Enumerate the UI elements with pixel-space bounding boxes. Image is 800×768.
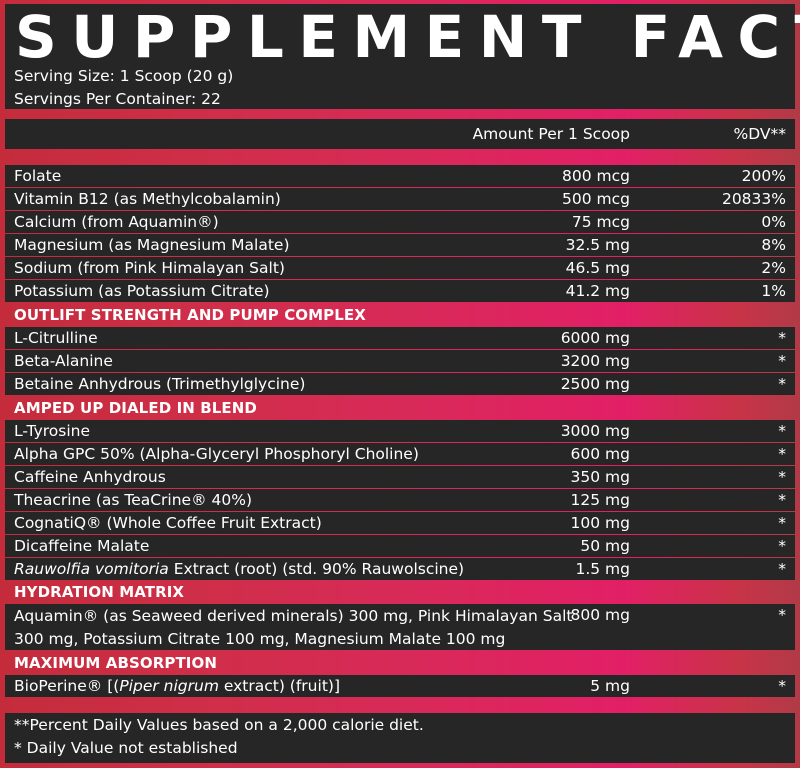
ingredient-name: Beta-Alanine (14, 352, 113, 370)
ingredient-row-betaine: Betaine Anhydrous (Trimethylglycine) 250… (5, 373, 795, 395)
ingredient-amount: 3000 mg (560, 422, 630, 440)
ingredient-dv: * (778, 352, 786, 370)
nutrient-name: Sodium (from Pink Himalayan Salt) (14, 259, 285, 277)
ingredient-name: Dicaffeine Malate (14, 537, 150, 555)
nutrient-amount: 41.2 mg (565, 282, 630, 300)
ingredient-amount: 5 mg (590, 677, 630, 695)
ingredient-row-rauwolfia: Rauwolfia vomitoria Extract (root) (std.… (5, 558, 795, 580)
ingredient-name: Rauwolfia vomitoria Extract (root) (std.… (14, 559, 464, 579)
ingredient-row-dicaffeine-malate: Dicaffeine Malate 50 mg * (5, 535, 795, 557)
ingredient-name: Betaine Anhydrous (Trimethylglycine) (14, 375, 306, 393)
amount-column-header: Amount Per 1 Scoop (472, 125, 630, 143)
ingredient-amount: 100 mg (570, 514, 630, 532)
ingredient-name: L-Citrulline (14, 329, 98, 347)
nutrient-name: Folate (14, 167, 62, 185)
nutrient-row-magnesium: Magnesium (as Magnesium Malate) 32.5 mg … (5, 234, 795, 256)
section-header-hydration: HYDRATION MATRIX (14, 583, 185, 601)
section-header-amped: AMPED UP DIALED IN BLEND (14, 399, 257, 417)
ingredient-dv: * (778, 537, 786, 555)
ingredient-name-pre: BioPerine® [( (14, 677, 120, 695)
ingredient-amount: 6000 mg (560, 329, 630, 347)
ingredient-name: BioPerine® [(Piper nigrum extract) (frui… (14, 676, 340, 696)
ingredient-amount: 800 mg (570, 606, 630, 624)
ingredient-amount: 3200 mg (560, 352, 630, 370)
ingredient-name: CognatiQ® (Whole Coffee Fruit Extract) (14, 514, 322, 532)
ingredient-amount: 350 mg (570, 468, 630, 486)
ingredient-name: Theacrine (as TeaCrine® 40%) (14, 491, 253, 509)
nutrient-amount: 75 mcg (571, 213, 630, 231)
footnote-not-established: * Daily Value not established (14, 739, 238, 757)
footnote-dv: **Percent Daily Values based on a 2,000 … (14, 716, 424, 734)
nutrient-name: Potassium (as Potassium Citrate) (14, 282, 270, 300)
title-panel: SUPPLEMENT FACTS Serving Size: 1 Scoop (… (5, 4, 800, 109)
nutrient-amount: 46.5 mg (565, 259, 630, 277)
ingredient-amount: 50 mg (580, 537, 630, 555)
nutrient-dv: 1% (761, 282, 786, 300)
footnotes-panel: **Percent Daily Values based on a 2,000 … (5, 713, 795, 763)
ingredient-row-hydration-blend: Aquamin® (as Seaweed derived minerals) 3… (5, 604, 795, 650)
nutrient-dv: 2% (761, 259, 786, 277)
section-header-outlift: OUTLIFT STRENGTH AND PUMP COMPLEX (14, 306, 366, 324)
ingredient-dv: * (778, 375, 786, 393)
serving-size: Serving Size: 1 Scoop (20 g) (14, 67, 234, 85)
ingredient-name: L-Tyrosine (14, 422, 91, 440)
nutrient-row-folate: Folate 800 mcg 200% (5, 165, 795, 187)
ingredient-name-rest: Extract (root) (std. 90% Rauwolscine) (168, 560, 465, 578)
nutrient-row-potassium: Potassium (as Potassium Citrate) 41.2 mg… (5, 280, 795, 302)
label-title: SUPPLEMENT FACTS (15, 3, 800, 71)
ingredient-row-l-tyrosine: L-Tyrosine 3000 mg * (5, 420, 795, 442)
ingredient-amount: 600 mg (570, 445, 630, 463)
ingredient-dv: * (778, 329, 786, 347)
ingredient-dv: * (778, 491, 786, 509)
nutrient-amount: 32.5 mg (565, 236, 630, 254)
ingredient-row-beta-alanine: Beta-Alanine 3200 mg * (5, 350, 795, 372)
nutrient-name: Calcium (from Aquamin®) (14, 213, 219, 231)
ingredient-dv: * (778, 560, 786, 578)
ingredient-row-cognatiq: CognatiQ® (Whole Coffee Fruit Extract) 1… (5, 512, 795, 534)
ingredient-row-theacrine: Theacrine (as TeaCrine® 40%) 125 mg * (5, 489, 795, 511)
servings-per-container: Servings Per Container: 22 (14, 90, 221, 108)
ingredient-row-alpha-gpc: Alpha GPC 50% (Alpha-Glyceryl Phosphoryl… (5, 443, 795, 465)
ingredient-amount: 2500 mg (560, 375, 630, 393)
nutrient-dv: 200% (741, 167, 786, 185)
ingredient-name-rest: extract) (fruit)] (218, 677, 340, 695)
dv-column-header: %DV** (733, 125, 787, 143)
nutrient-name: Vitamin B12 (as Methylcobalamin) (14, 190, 281, 208)
ingredient-dv: * (778, 468, 786, 486)
nutrient-amount: 500 mcg (562, 190, 630, 208)
ingredient-amount: 125 mg (570, 491, 630, 509)
ingredient-name: Caffeine Anhydrous (14, 468, 166, 486)
ingredient-row-l-citrulline: L-Citrulline 6000 mg * (5, 327, 795, 349)
ingredient-name: Alpha GPC 50% (Alpha-Glyceryl Phosphoryl… (14, 445, 419, 463)
ingredient-dv: * (778, 445, 786, 463)
ingredient-name-italic: Piper nigrum (119, 677, 219, 695)
column-header: Amount Per 1 Scoop %DV** (5, 119, 795, 149)
ingredient-name-italic: Rauwolfia vomitoria (14, 560, 169, 578)
nutrient-dv: 0% (761, 213, 786, 231)
ingredient-name: Aquamin® (as Seaweed derived minerals) 3… (14, 607, 573, 648)
section-header-absorption: MAXIMUM ABSORPTION (14, 654, 217, 672)
nutrient-row-calcium: Calcium (from Aquamin®) 75 mcg 0% (5, 211, 795, 233)
ingredient-dv: * (778, 606, 786, 624)
ingredient-dv: * (778, 422, 786, 440)
nutrient-dv: 20833% (721, 190, 786, 208)
nutrient-name: Magnesium (as Magnesium Malate) (14, 236, 290, 254)
nutrient-row-sodium: Sodium (from Pink Himalayan Salt) 46.5 m… (5, 257, 795, 279)
ingredient-dv: * (778, 514, 786, 532)
ingredient-amount: 1.5 mg (575, 560, 630, 578)
nutrient-row-vitamin-b12: Vitamin B12 (as Methylcobalamin) 500 mcg… (5, 188, 795, 210)
ingredient-row-bioperine: BioPerine® [(Piper nigrum extract) (frui… (5, 675, 795, 697)
ingredient-row-caffeine: Caffeine Anhydrous 350 mg * (5, 466, 795, 488)
nutrient-dv: 8% (761, 236, 786, 254)
ingredient-dv: * (778, 677, 786, 695)
nutrient-amount: 800 mcg (562, 167, 630, 185)
